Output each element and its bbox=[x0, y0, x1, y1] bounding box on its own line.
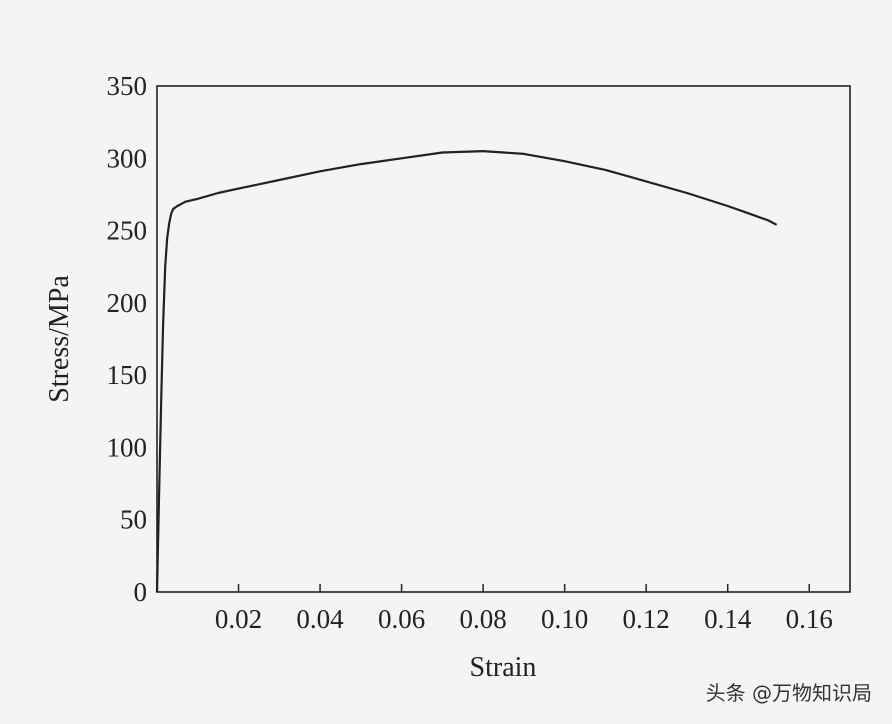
stress-strain-curve bbox=[155, 150, 778, 593]
y-tick-label: 100 bbox=[107, 432, 148, 462]
x-tick-label: 0.10 bbox=[541, 604, 588, 634]
x-tick-label: 0.14 bbox=[704, 604, 752, 634]
x-tick-label: 0.12 bbox=[623, 604, 670, 634]
x-axis-title: Strain bbox=[470, 652, 537, 683]
x-tick-label: 0.08 bbox=[459, 604, 506, 634]
y-tick-label: 150 bbox=[107, 360, 148, 390]
y-tick-label: 0 bbox=[134, 577, 148, 607]
x-tick-label: 0.02 bbox=[215, 604, 262, 634]
x-tick-label: 0.06 bbox=[378, 604, 425, 634]
x-tick-label: 0.16 bbox=[786, 604, 833, 634]
y-tick-label: 250 bbox=[107, 216, 148, 246]
plot-frame bbox=[156, 85, 851, 593]
y-tick-label: 300 bbox=[107, 143, 148, 173]
y-axis-ticks: 0 50 100 150 200 250 300 350 bbox=[107, 71, 148, 607]
x-tick-label: 0.04 bbox=[296, 604, 344, 634]
y-tick-label: 350 bbox=[107, 71, 148, 101]
watermark-text: 头条 @万物知识局 bbox=[705, 681, 872, 705]
y-axis-title: Stress/MPa bbox=[44, 275, 75, 403]
x-axis-ticks: 0.02 0.04 0.06 0.08 0.10 0.12 0.14 0.16 bbox=[215, 584, 833, 634]
y-tick-label: 50 bbox=[120, 505, 147, 535]
y-tick-label: 200 bbox=[107, 288, 148, 318]
